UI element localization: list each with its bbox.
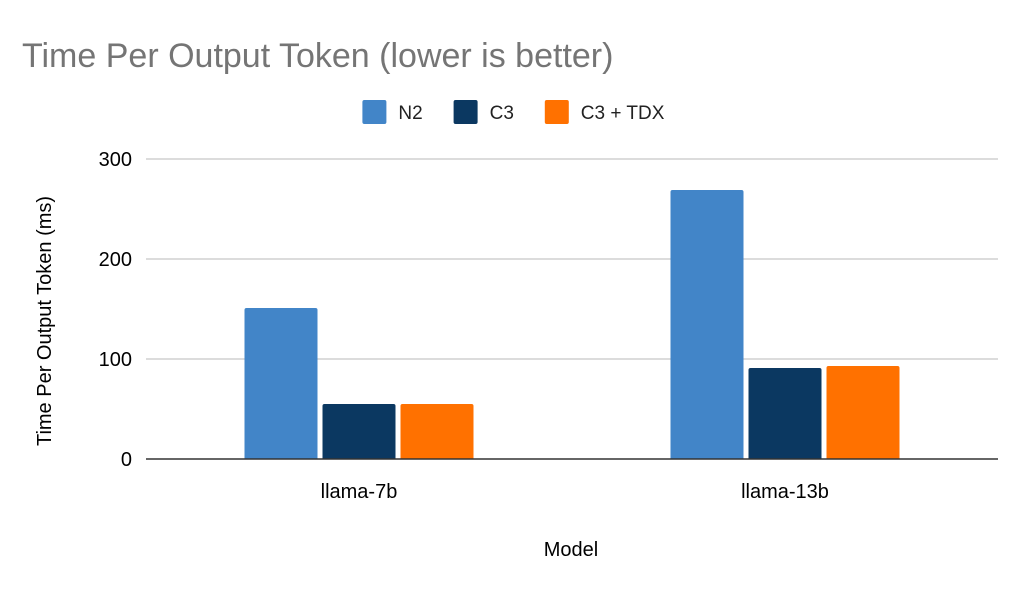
legend-label: N2: [398, 103, 422, 124]
bar-c3-llama-13b: [748, 368, 822, 459]
x-axis-categories: llama-7b llama-13b: [321, 481, 829, 503]
chart-title: Time Per Output Token (lower is better): [22, 37, 613, 75]
x-axis-label: Model: [544, 539, 598, 561]
legend-label: C3: [490, 103, 514, 124]
legend-swatch: [453, 100, 478, 124]
y-tick-label: 100: [99, 349, 132, 371]
bar-n2-llama-13b: [670, 190, 744, 459]
y-axis-ticks: 0 100 200 300: [99, 149, 132, 471]
bars: [244, 190, 900, 459]
legend-swatch: [362, 100, 387, 124]
bar-c3-tdx-llama-7b: [400, 404, 474, 459]
x-tick-label: llama-7b: [321, 481, 398, 503]
legend-swatch: [544, 100, 569, 124]
y-tick-label: 300: [99, 149, 132, 171]
y-axis-label: Time Per Output Token (ms): [34, 196, 56, 446]
bar-n2-llama-7b: [244, 308, 318, 459]
x-tick-label: llama-13b: [741, 481, 829, 503]
legend-label: C3 + TDX: [581, 103, 665, 124]
bar-c3-tdx-llama-13b: [826, 366, 900, 459]
legend: N2 C3 C3 + TDX: [362, 100, 665, 124]
y-tick-label: 0: [121, 449, 132, 471]
y-tick-label: 200: [99, 249, 132, 271]
bar-c3-llama-7b: [322, 404, 396, 459]
